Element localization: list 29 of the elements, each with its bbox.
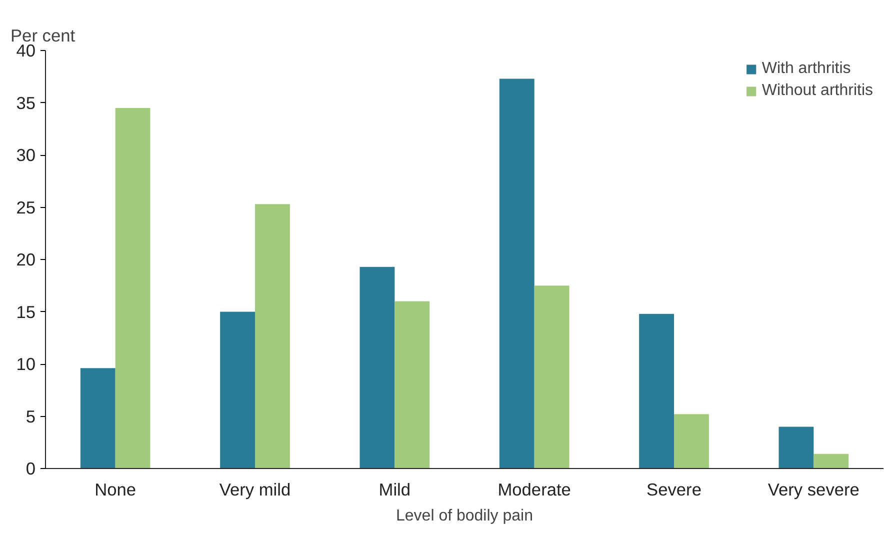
bar bbox=[778, 426, 814, 468]
y-tick-label: 20 bbox=[16, 250, 36, 270]
y-tick-label: 10 bbox=[16, 354, 36, 374]
y-tick-label: 25 bbox=[16, 197, 36, 218]
y-tick-label: 30 bbox=[16, 145, 36, 165]
x-tick-label: Moderate bbox=[498, 480, 571, 500]
x-axis-title: Level of bodily pain bbox=[396, 508, 533, 524]
bar bbox=[115, 108, 150, 468]
y-tick-label: 5 bbox=[26, 406, 36, 426]
y-tick-label: 15 bbox=[16, 302, 36, 322]
bar bbox=[814, 454, 849, 468]
bar bbox=[220, 312, 255, 468]
bar bbox=[394, 301, 430, 468]
x-tick-label: Very severe bbox=[768, 480, 860, 500]
x-tick-label: Very mild bbox=[219, 480, 291, 500]
y-tick-label: 0 bbox=[26, 458, 36, 478]
x-tick-label: Severe bbox=[646, 480, 702, 500]
legend-label: Without arthritis bbox=[762, 82, 873, 100]
bar bbox=[255, 204, 290, 468]
bar bbox=[534, 286, 570, 468]
x-tick-label: Mild bbox=[378, 480, 411, 500]
legend-label: With arthritis bbox=[762, 60, 851, 78]
bar bbox=[639, 314, 674, 468]
bar bbox=[674, 414, 709, 468]
bar bbox=[499, 78, 534, 468]
y-tick-label: 35 bbox=[16, 92, 36, 113]
bar bbox=[360, 266, 395, 468]
bar bbox=[80, 368, 116, 468]
x-tick-label: None bbox=[94, 480, 136, 500]
